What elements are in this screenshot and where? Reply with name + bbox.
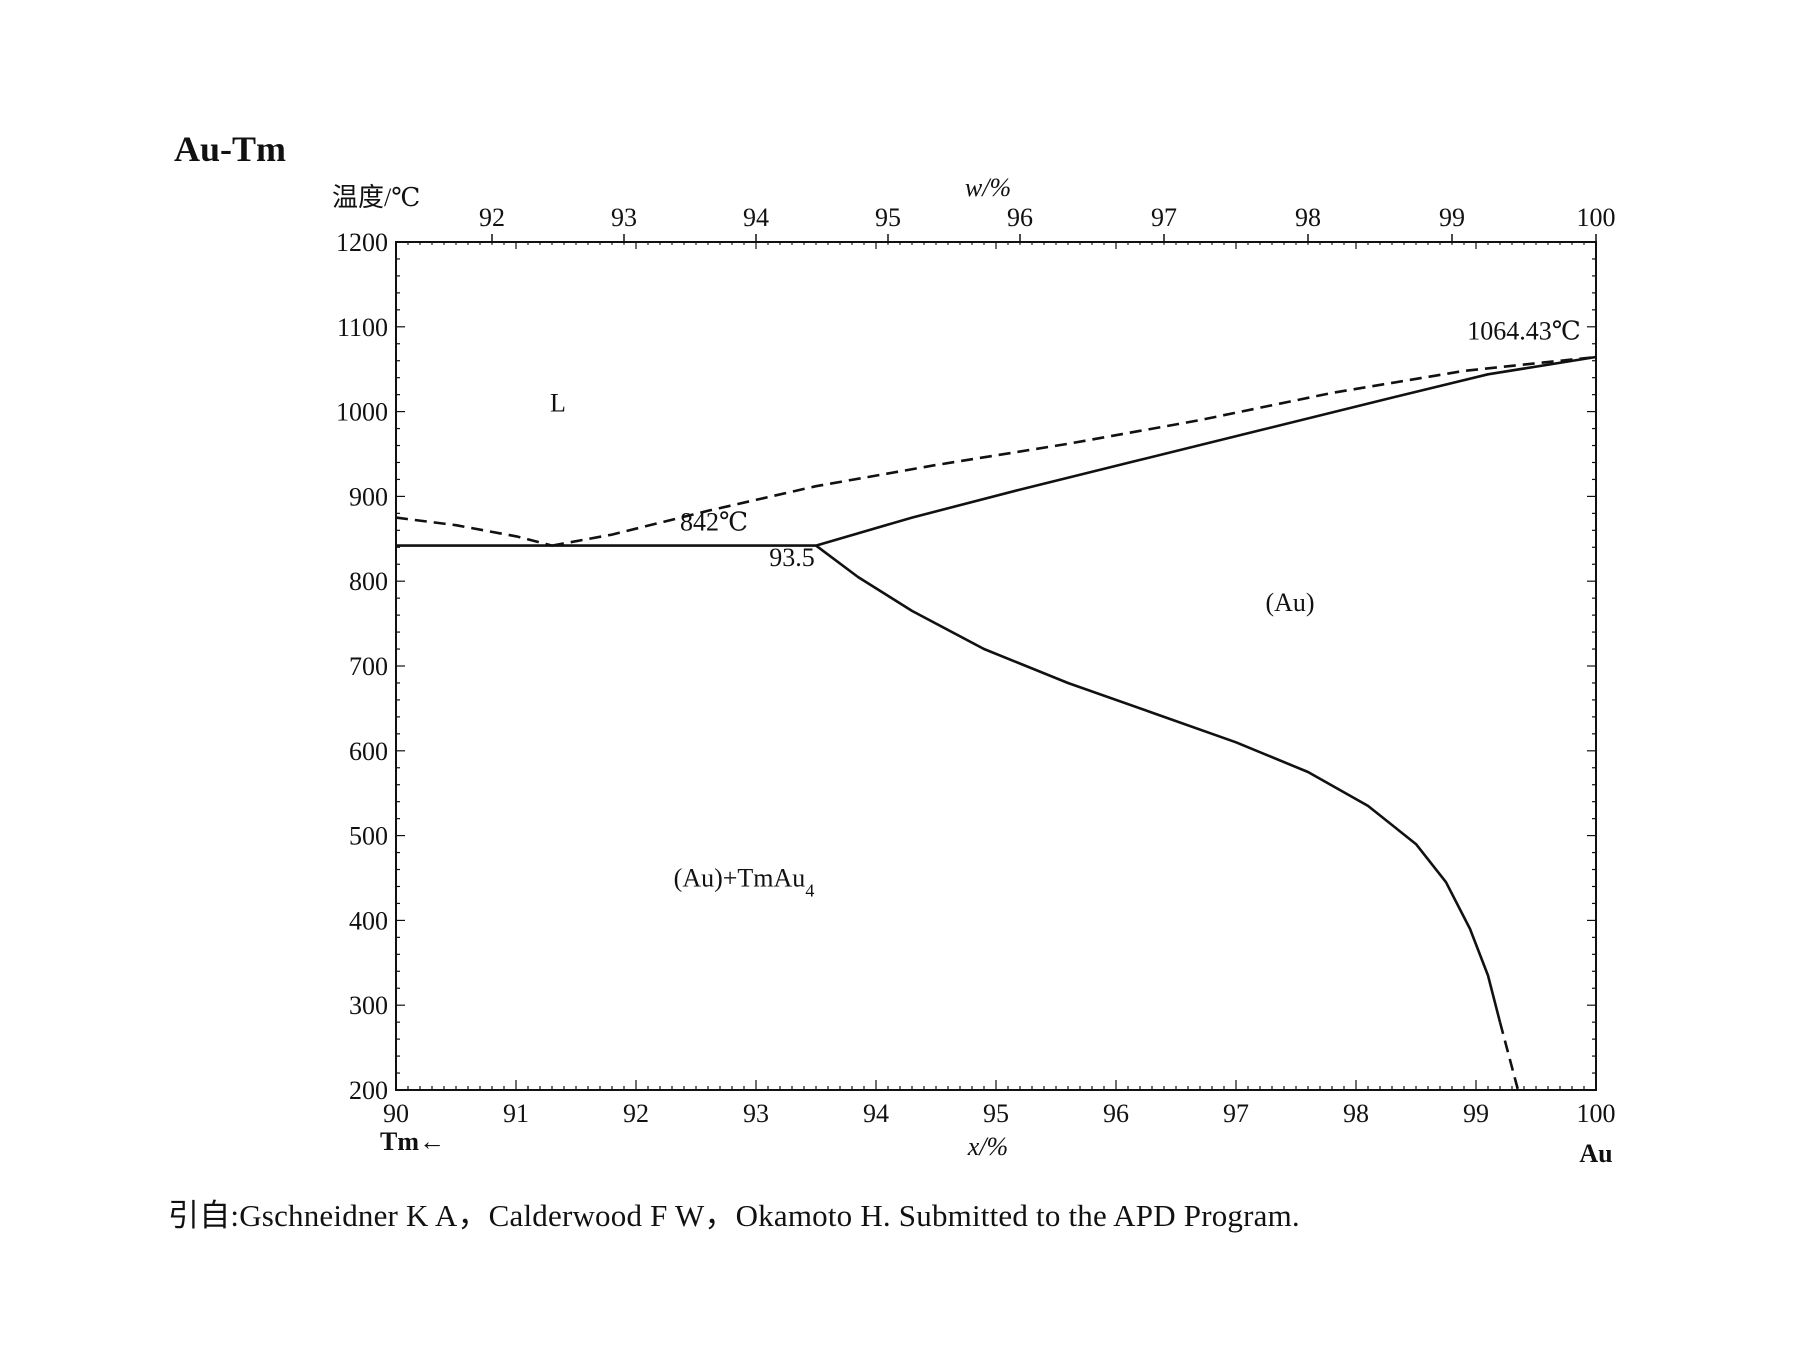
top-tick-label: 93 bbox=[611, 203, 637, 232]
x-tick-label: 95 bbox=[983, 1099, 1009, 1128]
region-label: (Au)+TmAu4 bbox=[674, 863, 815, 900]
x-tick-label: 92 bbox=[623, 1099, 649, 1128]
phase-boundary-5 bbox=[395, 516, 553, 547]
x-tick-label: 98 bbox=[1343, 1099, 1369, 1128]
phase-boundary-3 bbox=[815, 544, 1502, 1023]
x-axis-label: x/% bbox=[967, 1132, 1008, 1161]
y-tick-label: 800 bbox=[349, 567, 388, 596]
top-tick-label: 100 bbox=[1577, 203, 1616, 232]
x-tick-label: 99 bbox=[1463, 1099, 1489, 1128]
phase-boundary-4 bbox=[1498, 1021, 1520, 1091]
x-tick-label: 90 bbox=[383, 1099, 409, 1128]
y-tick-label: 700 bbox=[349, 652, 388, 681]
top-tick-label: 98 bbox=[1295, 203, 1321, 232]
left-element-label: Tm← bbox=[380, 1127, 445, 1156]
y-tick-label: 1000 bbox=[336, 398, 388, 427]
y-tick-label: 600 bbox=[349, 737, 388, 766]
plot-frame bbox=[395, 241, 1597, 1091]
phase-boundary-6 bbox=[551, 355, 1597, 547]
phase-boundary-2 bbox=[815, 355, 1597, 547]
x-tick-label: 91 bbox=[503, 1099, 529, 1128]
y-tick-label: 200 bbox=[349, 1076, 388, 1105]
x-tick-label: 97 bbox=[1223, 1099, 1249, 1128]
y-tick-label: 300 bbox=[349, 991, 388, 1020]
x-tick-label: 100 bbox=[1577, 1099, 1616, 1128]
y-tick-label: 500 bbox=[349, 822, 388, 851]
y-tick-label: 400 bbox=[349, 906, 388, 935]
annotation: 1064.43℃ bbox=[1467, 317, 1581, 346]
chart-title: Au-Tm bbox=[174, 129, 287, 169]
region-label: (Au) bbox=[1265, 588, 1314, 617]
top-tick-label: 94 bbox=[743, 203, 769, 232]
top-tick-label: 95 bbox=[875, 203, 901, 232]
annotation: 842℃ bbox=[680, 507, 748, 536]
top-tick-label: 96 bbox=[1007, 203, 1033, 232]
y-tick-label: 1100 bbox=[337, 313, 388, 342]
top-tick-label: 97 bbox=[1151, 203, 1177, 232]
annotation: 93.5 bbox=[769, 543, 815, 572]
y-tick-label: 1200 bbox=[336, 228, 388, 257]
right-element-label: Au bbox=[1579, 1139, 1612, 1168]
y-axis-label: 温度/℃ bbox=[332, 183, 420, 212]
x-tick-label: 93 bbox=[743, 1099, 769, 1128]
top-tick-label: 99 bbox=[1439, 203, 1465, 232]
top-axis-label: w/% bbox=[965, 173, 1011, 202]
x-tick-label: 96 bbox=[1103, 1099, 1129, 1128]
top-tick-label: 92 bbox=[479, 203, 505, 232]
y-tick-label: 900 bbox=[349, 482, 388, 511]
citation: 引自:Gschneidner K A，Calderwood F W，Okamot… bbox=[168, 1198, 1300, 1233]
region-label: L bbox=[550, 389, 566, 418]
x-tick-label: 94 bbox=[863, 1099, 889, 1128]
